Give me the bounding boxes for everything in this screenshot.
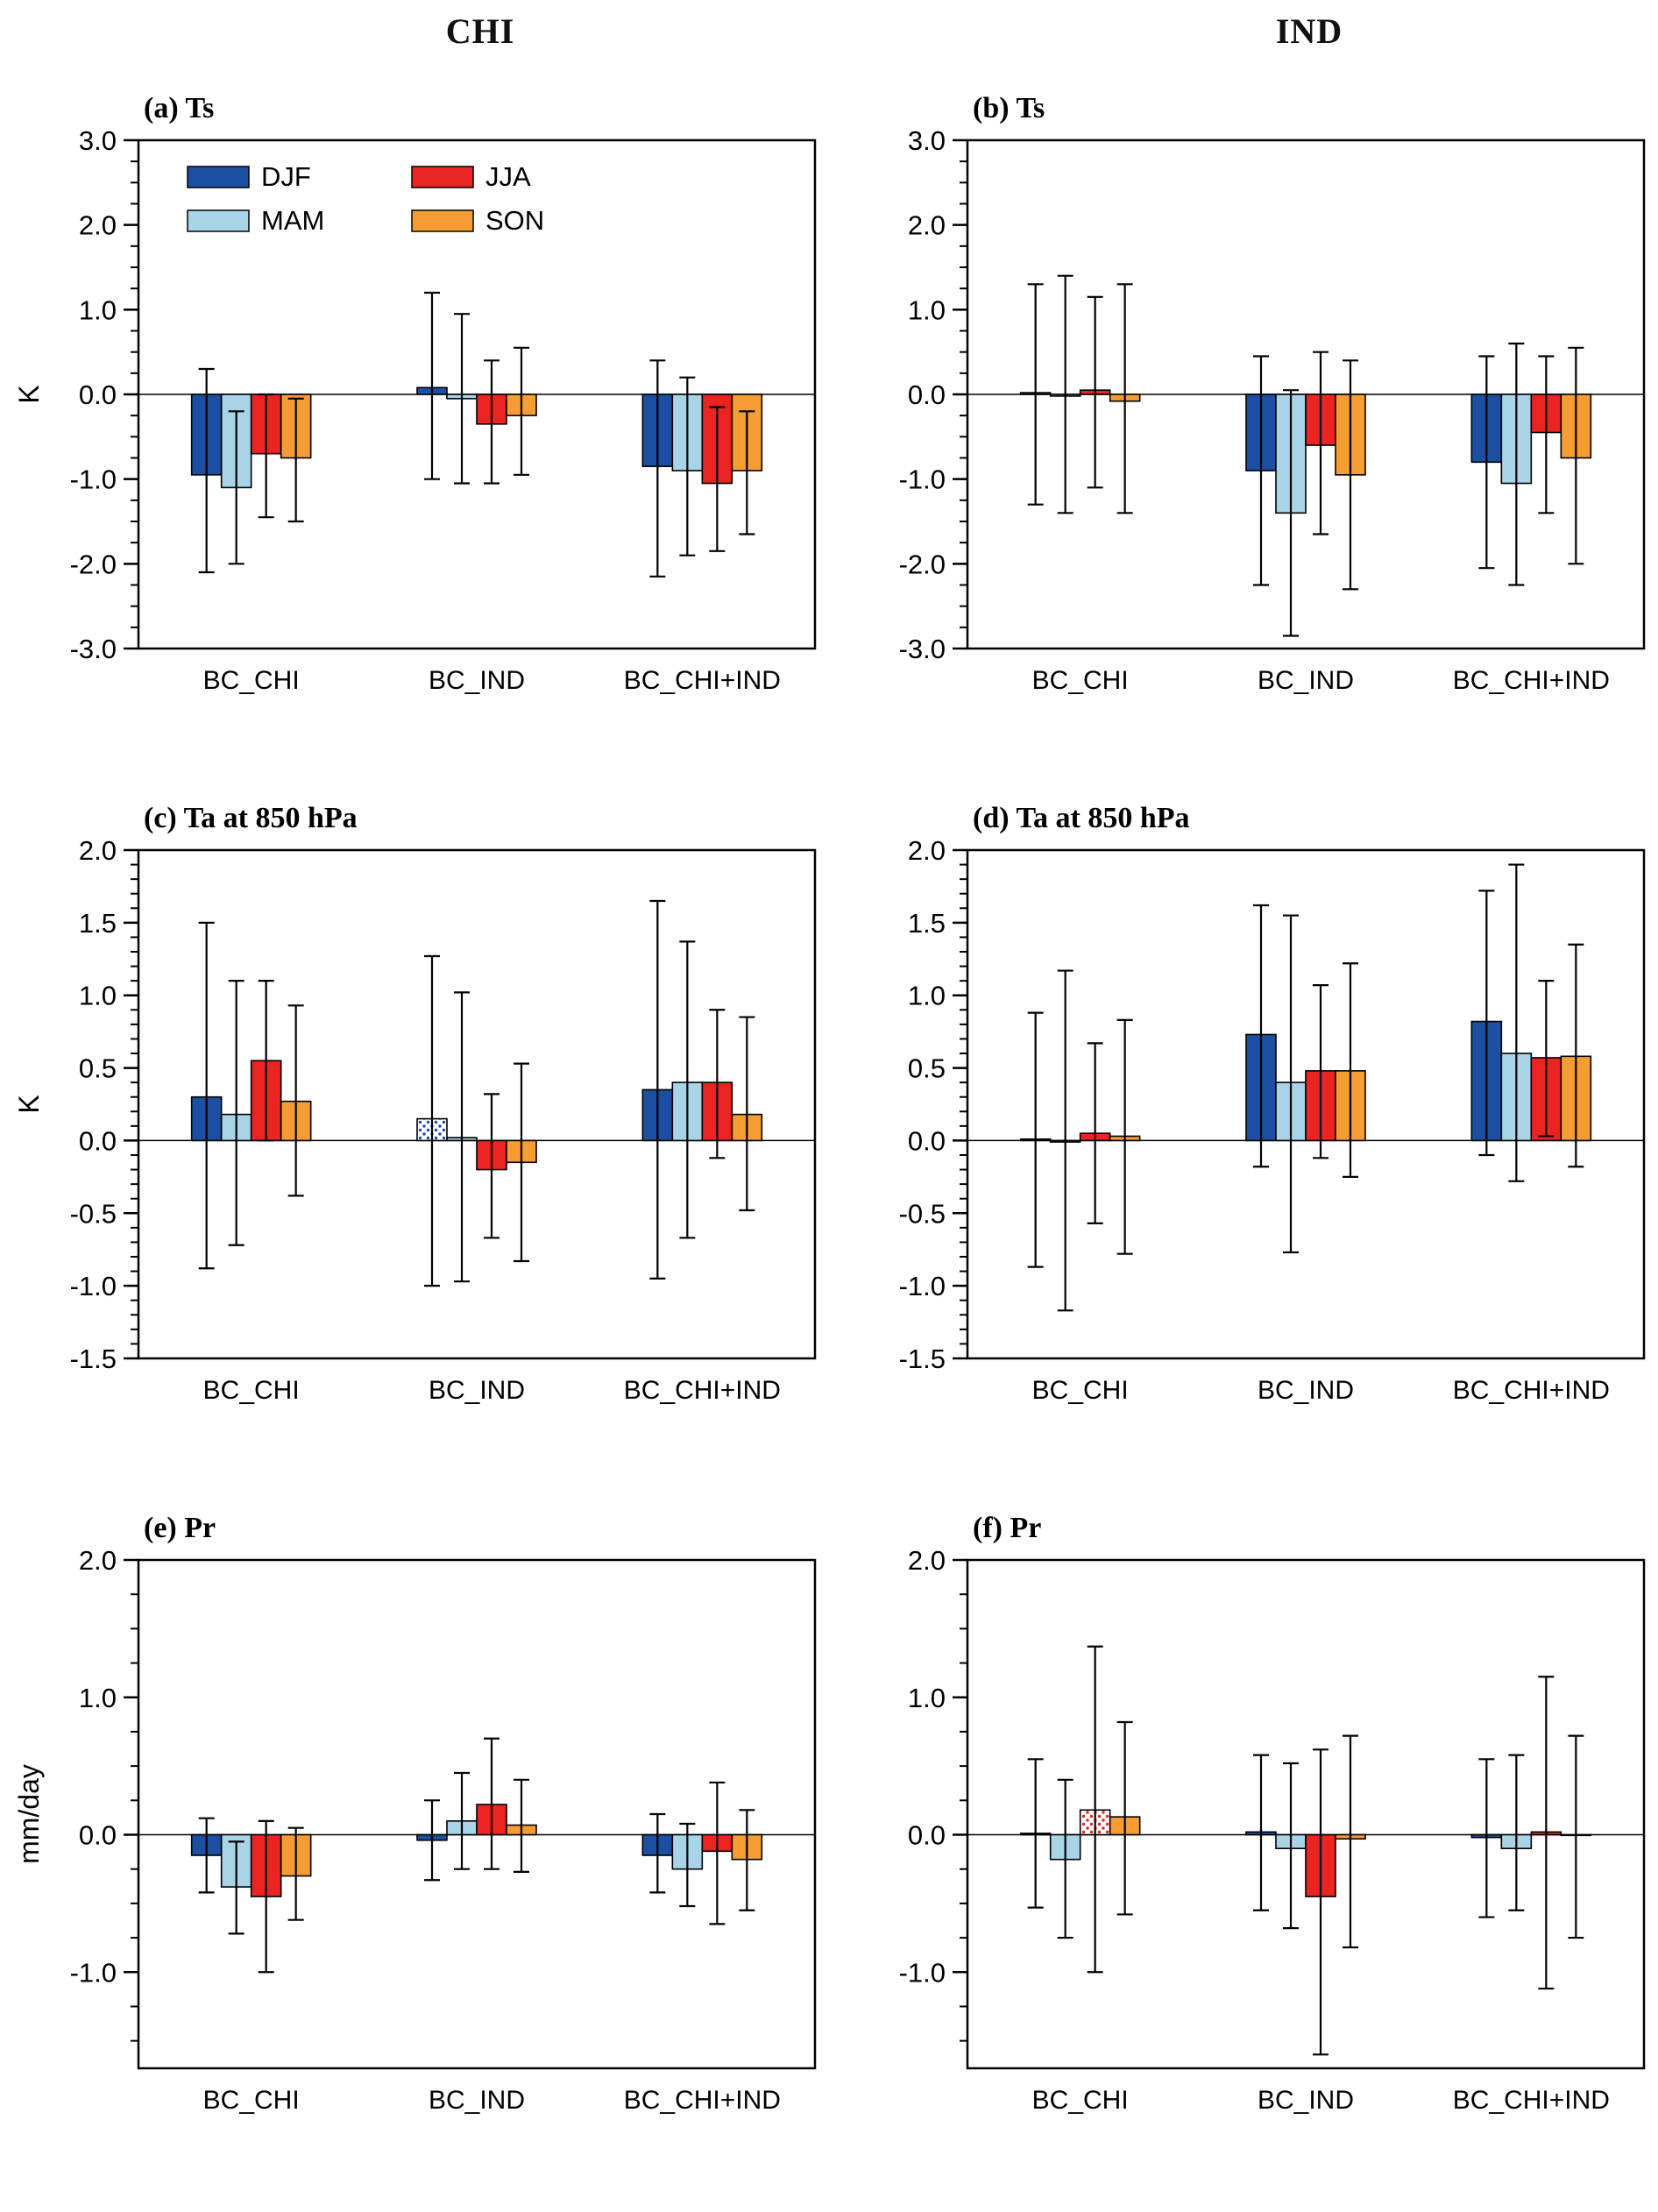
panel-c-ta850-chi-chart: (c) Ta at 850 hPa K 2.0 1.5 1.0 0.5 0.0 -0.5 -1.… <box>13 802 817 1405</box>
svg-text:BC_IND: BC_IND <box>1258 666 1354 695</box>
chart-grid: (a) Ts K 3.0 2.0 1.0 0.0 -1.0 -2.0 -3.0 BC_CHI BC_… <box>0 63 1658 2193</box>
svg-text:(b) Ts: (b) Ts <box>973 92 1045 124</box>
svg-text:1.0: 1.0 <box>79 294 117 325</box>
svg-text:2.0: 2.0 <box>79 210 117 241</box>
svg-text:-1.5: -1.5 <box>70 1344 117 1374</box>
svg-text:-3.0: -3.0 <box>899 634 946 664</box>
svg-text:BC_IND: BC_IND <box>429 666 525 695</box>
svg-text:BC_CHI+IND: BC_CHI+IND <box>1453 666 1610 695</box>
svg-text:K: K <box>13 1095 45 1113</box>
svg-text:-0.5: -0.5 <box>70 1198 117 1229</box>
svg-text:2.0: 2.0 <box>908 835 946 866</box>
svg-text:BC_CHI: BC_CHI <box>1032 1376 1129 1405</box>
column-title-ind: IND <box>1275 11 1343 51</box>
svg-text:-3.0: -3.0 <box>70 634 117 664</box>
svg-text:1.0: 1.0 <box>908 981 946 1011</box>
panel-b-ts-ind-chart: (b) Ts 3.0 2.0 1.0 0.0 -1.0 -2.0 -3.0 BC_CHI BC_I… <box>899 92 1646 695</box>
svg-text:BC_CHI: BC_CHI <box>203 666 300 695</box>
svg-text:BC_CHI: BC_CHI <box>1032 666 1129 695</box>
svg-text:1.0: 1.0 <box>908 294 946 325</box>
svg-text:0.0: 0.0 <box>908 379 946 410</box>
svg-text:1.5: 1.5 <box>79 908 117 939</box>
svg-text:(a) Ts: (a) Ts <box>144 92 214 124</box>
svg-text:BC_CHI: BC_CHI <box>203 2086 300 2115</box>
svg-text:BC_CHI+IND: BC_CHI+IND <box>624 2086 781 2115</box>
svg-text:1.5: 1.5 <box>908 908 946 939</box>
svg-text:(e) Pr: (e) Pr <box>144 1512 216 1544</box>
svg-text:BC_CHI: BC_CHI <box>203 1376 300 1405</box>
svg-text:JJA: JJA <box>485 161 531 192</box>
svg-text:2.0: 2.0 <box>908 1545 946 1576</box>
svg-text:MAM: MAM <box>261 205 324 236</box>
svg-text:BC_IND: BC_IND <box>429 1376 525 1405</box>
svg-text:2.0: 2.0 <box>79 835 117 866</box>
svg-text:BC_CHI+IND: BC_CHI+IND <box>1453 2086 1610 2115</box>
svg-text:BC_CHI: BC_CHI <box>1032 2086 1129 2115</box>
svg-text:(d) Ta at 850 hPa: (d) Ta at 850 hPa <box>973 802 1190 834</box>
svg-text:-2.0: -2.0 <box>70 549 117 579</box>
svg-text:0.0: 0.0 <box>79 379 117 410</box>
svg-text:BC_IND: BC_IND <box>429 2086 525 2115</box>
svg-text:0.0: 0.0 <box>908 1820 946 1851</box>
svg-text:3.0: 3.0 <box>908 125 946 156</box>
column-title-chi: CHI <box>445 11 515 51</box>
svg-text:0.5: 0.5 <box>79 1053 117 1084</box>
svg-text:0.0: 0.0 <box>908 1125 946 1156</box>
svg-text:BC_CHI+IND: BC_CHI+IND <box>1453 1376 1610 1405</box>
svg-text:BC_CHI+IND: BC_CHI+IND <box>624 1376 781 1405</box>
svg-text:-0.5: -0.5 <box>899 1198 946 1229</box>
svg-text:BC_CHI+IND: BC_CHI+IND <box>624 666 781 695</box>
column-titles-row: CHI IND <box>0 11 1658 63</box>
svg-text:2.0: 2.0 <box>79 1545 117 1576</box>
svg-text:0.0: 0.0 <box>79 1820 117 1851</box>
svg-text:DJF: DJF <box>261 161 311 192</box>
svg-text:(c) Ta at 850 hPa: (c) Ta at 850 hPa <box>144 802 358 834</box>
svg-text:mm/day: mm/day <box>13 1764 45 1864</box>
svg-text:1.0: 1.0 <box>908 1683 946 1713</box>
svg-text:1.0: 1.0 <box>79 981 117 1011</box>
svg-text:SON: SON <box>485 205 544 236</box>
svg-text:0.0: 0.0 <box>79 1125 117 1156</box>
svg-text:2.0: 2.0 <box>908 210 946 241</box>
svg-text:(f) Pr: (f) Pr <box>973 1512 1041 1544</box>
svg-text:0.5: 0.5 <box>908 1053 946 1084</box>
panel-e-pr-chi-chart: (e) Pr mm/day 2.0 1.0 0.0 -1.0 BC_CHI BC_IND BC_… <box>13 1512 817 2115</box>
svg-text:BC_IND: BC_IND <box>1258 1376 1354 1405</box>
panel-a-ts-chi-chart: (a) Ts K 3.0 2.0 1.0 0.0 -1.0 -2.0 -3.0 BC_CHI BC_… <box>13 92 817 695</box>
svg-text:-2.0: -2.0 <box>899 549 946 579</box>
svg-text:-1.0: -1.0 <box>899 464 946 495</box>
svg-text:-1.0: -1.0 <box>899 1957 946 1988</box>
svg-text:-1.5: -1.5 <box>899 1344 946 1374</box>
panel-d-ta850-ind-chart: (d) Ta at 850 hPa 2.0 1.5 1.0 0.5 0.0 -0.5 -1.0… <box>899 802 1646 1405</box>
svg-text:-1.0: -1.0 <box>70 464 117 495</box>
svg-text:1.0: 1.0 <box>79 1683 117 1713</box>
svg-text:-1.0: -1.0 <box>70 1271 117 1301</box>
svg-text:-1.0: -1.0 <box>899 1271 946 1301</box>
svg-text:BC_IND: BC_IND <box>1258 2086 1354 2115</box>
panel-f-pr-ind-chart: (f) Pr 2.0 1.0 0.0 -1.0 BC_CHI BC_IND BC_CHI+IN… <box>899 1512 1646 2115</box>
svg-text:3.0: 3.0 <box>79 125 117 156</box>
svg-text:-1.0: -1.0 <box>70 1957 117 1988</box>
svg-text:K: K <box>13 385 45 403</box>
